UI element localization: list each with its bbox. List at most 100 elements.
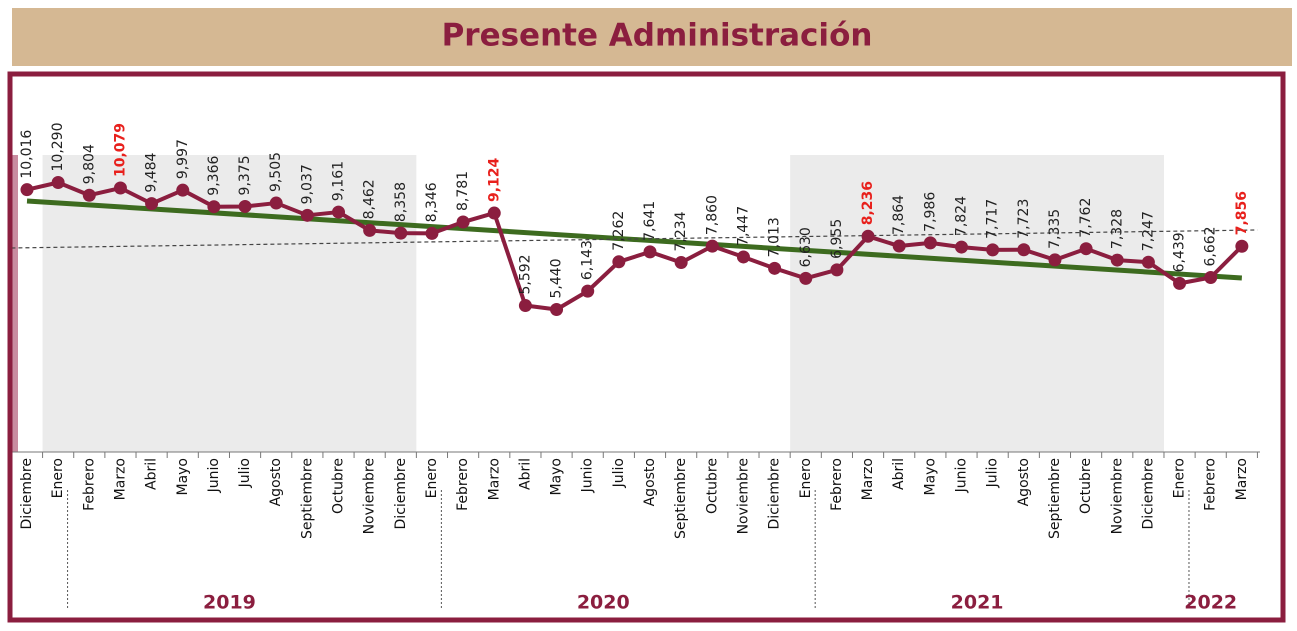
x-tick-label: Septiembre	[673, 458, 689, 539]
data-point	[955, 240, 968, 254]
x-tick-label: Agosto	[1016, 458, 1032, 506]
data-point	[487, 206, 501, 220]
year-label: 2019	[203, 592, 256, 614]
x-tick-label: Mayo	[549, 458, 565, 496]
data-point	[456, 215, 470, 229]
plot-area: 2019 2020 2021 2022 Diciembre Enero Febrero Mar…	[11, 123, 1260, 614]
data-point	[332, 205, 345, 219]
data-label: 7,328	[1109, 209, 1125, 249]
data-point	[51, 176, 65, 189]
data-label: 9,124	[486, 157, 502, 202]
x-tick-label: Marzo	[860, 458, 876, 500]
series-line	[26, 180, 1244, 312]
data-point	[269, 196, 283, 210]
x-tick-label: Abril	[517, 458, 533, 490]
data-point	[674, 256, 688, 270]
data-label: 9,997	[175, 139, 191, 179]
x-tick-label: Abril	[144, 458, 160, 490]
year-label: 2022	[1184, 592, 1237, 614]
data-label: 7,262	[611, 211, 627, 251]
data-label: 7,824	[954, 196, 970, 236]
data-label: 6,955	[829, 219, 845, 259]
x-tick-label: Junio	[206, 458, 222, 493]
data-label: 9,037	[299, 164, 315, 204]
data-label: 9,375	[237, 155, 253, 195]
x-tick-label: Diciembre	[767, 458, 783, 529]
x-tick-label: Octubre	[1078, 458, 1094, 514]
x-tick-label: Junio	[954, 458, 970, 493]
data-point	[363, 223, 377, 237]
x-tick-label: Marzo	[486, 458, 502, 500]
year-label: 2021	[951, 592, 1004, 614]
x-tick-label: Febrero	[81, 458, 97, 511]
data-label: 7,247	[1140, 211, 1156, 251]
data-point	[113, 181, 127, 195]
x-tick-label: Mayo	[175, 458, 191, 496]
x-tick-label: Julio	[611, 458, 627, 488]
data-point	[207, 200, 221, 214]
data-label: 7,986	[922, 192, 938, 232]
data-point	[643, 245, 657, 259]
data-label: 9,366	[206, 156, 222, 196]
x-tick-label: Diciembre	[393, 458, 409, 529]
x-tick-label: Agosto	[268, 458, 284, 506]
data-point	[1173, 276, 1187, 290]
x-tick-label: Octubre	[331, 458, 347, 514]
data-label: 10,290	[50, 123, 66, 172]
x-tick-label: Septiembre	[1047, 458, 1063, 539]
data-label: 5,592	[517, 254, 533, 294]
data-point	[768, 261, 782, 275]
left-strip	[12, 155, 18, 452]
data-point	[736, 250, 750, 264]
x-tick-label: Diciembre	[19, 458, 35, 529]
data-label: 6,143	[580, 240, 596, 280]
chart-title: Presente Administración	[442, 18, 873, 54]
data-label: 9,161	[331, 161, 347, 201]
x-tick-label: Agosto	[642, 458, 658, 506]
x-tick-label: Septiembre	[299, 458, 315, 539]
x-tick-label: Diciembre	[1140, 458, 1156, 529]
data-point	[300, 208, 314, 222]
x-tick-label: Noviembre	[362, 458, 378, 534]
data-point	[145, 197, 159, 211]
data-point	[830, 263, 844, 277]
frame	[7, 71, 1286, 623]
data-point	[1079, 242, 1093, 256]
data-point	[518, 299, 532, 313]
x-tick-label: Julio	[237, 458, 253, 488]
data-point	[923, 236, 937, 250]
x-tick-label: Enero	[50, 458, 66, 498]
data-point	[1141, 255, 1155, 269]
data-label: 6,439	[1172, 232, 1188, 272]
data-label: 7,723	[1016, 199, 1032, 239]
data-label: 7,234	[673, 211, 689, 251]
data-label: 7,717	[985, 199, 1001, 239]
data-point	[20, 183, 34, 197]
x-tick-label: Junio	[580, 458, 596, 493]
data-point	[425, 226, 439, 240]
x-tick-label: Octubre	[704, 458, 720, 514]
year-label: 2020	[577, 592, 630, 614]
data-label: 7,860	[704, 195, 720, 235]
x-tick-label: Julio	[985, 458, 1001, 488]
data-point	[238, 199, 252, 213]
x-tick-label: Febrero	[1203, 458, 1219, 511]
data-label: 8,236	[860, 181, 876, 225]
x-tick-label: Abril	[891, 458, 907, 490]
data-label: 7,013	[767, 217, 783, 257]
data-label: 7,856	[1234, 191, 1250, 235]
data-label: 10,079	[112, 123, 128, 177]
x-tick-label: Noviembre	[735, 458, 751, 534]
data-point	[892, 239, 906, 253]
data-point	[550, 303, 564, 317]
data-point	[1048, 253, 1062, 267]
data-point	[986, 243, 1000, 257]
year-band	[790, 155, 1164, 452]
data-label: 10,016	[19, 130, 35, 179]
data-label: 8,358	[393, 182, 409, 222]
data-point	[581, 284, 595, 298]
x-tick-label: Enero	[1172, 458, 1188, 498]
data-point	[176, 183, 190, 197]
x-tick-label: Mayo	[922, 458, 938, 496]
